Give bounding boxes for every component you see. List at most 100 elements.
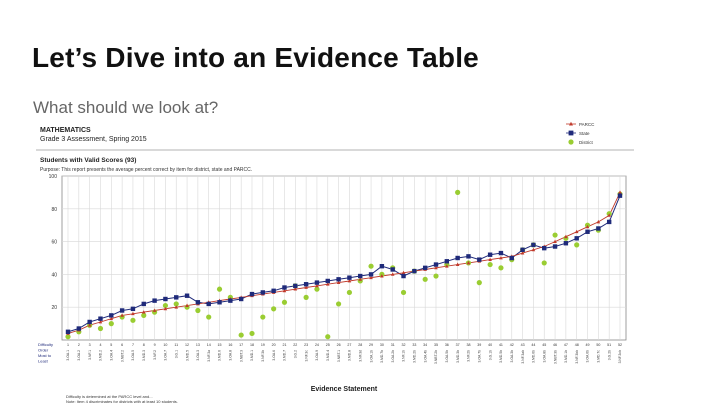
district-point [238, 332, 244, 338]
district-point [422, 276, 428, 282]
state-point [617, 193, 623, 198]
district-point [433, 273, 439, 279]
category-label: 3.OA.9 [315, 350, 319, 361]
category-label: 3.MD.3 [142, 350, 146, 361]
x-tick-label: 50 [596, 343, 600, 347]
state-point [152, 298, 157, 303]
district-point [574, 242, 580, 248]
category-label: 3.MD.5b [499, 350, 503, 363]
category-label: 3.MD.3b [456, 350, 460, 363]
x-tick-label: 48 [575, 343, 579, 347]
parcc-point [141, 310, 146, 314]
category-label: 3.NF.3c [304, 350, 308, 362]
parcc-point [98, 319, 103, 324]
state-point [228, 298, 233, 303]
district-point [130, 317, 136, 323]
state-point [520, 247, 525, 252]
parcc-point [325, 282, 330, 286]
state-point [574, 236, 579, 241]
state-point [455, 255, 460, 261]
x-tick-label: 32 [402, 343, 406, 347]
parcc-point [488, 257, 492, 262]
state-point [293, 283, 298, 289]
series-lines [67, 192, 621, 334]
district-point [357, 278, 363, 284]
parcc-point [618, 190, 622, 194]
parcc-point [531, 247, 536, 252]
category-label: 3.OA.1b [369, 350, 373, 363]
slide-title: Let’s Dive into an Evidence Table [32, 42, 479, 73]
chart-title: Students with Valid Scores (93) [40, 157, 136, 164]
chart-purpose: Purpose: This report presents the averag… [40, 167, 252, 173]
state-point [238, 296, 244, 302]
y-tick-label: 20 [51, 305, 57, 311]
parcc-point [336, 280, 341, 284]
x-tick-label: 19 [261, 343, 265, 347]
district-point [65, 334, 71, 340]
parcc-point [152, 308, 157, 312]
parcc-point [380, 274, 384, 278]
category-label: 3.MD.8 [348, 350, 352, 361]
category-label: 3.MD.1b [564, 350, 568, 363]
district-point [108, 321, 114, 327]
x-tick-label: 35 [434, 343, 438, 347]
footnote-2: Note: Item 4 discriminates for districts… [66, 399, 178, 404]
parcc-point [185, 303, 189, 307]
parcc-point [466, 260, 471, 265]
x-tick-label: 51 [607, 343, 611, 347]
category-label: 3.NF.1 [88, 350, 92, 360]
category-label: 3.OA.2b [391, 350, 395, 363]
category-label: 3.OA.4b [423, 350, 427, 363]
district-point [563, 235, 569, 241]
x-tick-label: 18 [250, 343, 254, 347]
district-point [249, 330, 255, 337]
district-point [541, 260, 547, 266]
district-point [346, 289, 353, 296]
x-tick-label: 31 [391, 343, 395, 347]
state-point [141, 301, 146, 307]
district-point [141, 312, 147, 318]
state-point [412, 268, 417, 274]
x-axis-label: Evidence Statement [311, 386, 378, 393]
category-label: 3.MD.7 [283, 350, 287, 361]
y-tick-label: 60 [51, 240, 57, 246]
parcc-line [67, 192, 621, 334]
x-tick-label: 45 [542, 343, 546, 347]
y-tick-label: 80 [51, 207, 57, 213]
district-point [162, 302, 169, 309]
parcc-point [369, 275, 373, 280]
category-label: 3.NF.3bb [575, 350, 579, 364]
x-tick-label: 22 [293, 343, 297, 347]
category-labels: 3.OA.1 3.OA.2 3.NF.1 3.MD.2 3.OA.4 3.NBT.2 3.O… [66, 350, 622, 364]
x-tick-label: 33 [412, 343, 416, 347]
state-point [314, 280, 320, 285]
district-points [65, 189, 623, 340]
state-point [596, 226, 601, 231]
state-point [498, 250, 504, 256]
state-point [531, 242, 536, 248]
state-point [563, 241, 569, 246]
parcc-point [120, 313, 124, 317]
y-tick-label: 40 [51, 272, 57, 278]
district-point [487, 261, 493, 268]
category-label: 3.MD.2b [413, 350, 417, 363]
x-tick-label: 4 [99, 343, 101, 347]
grid-lines [62, 175, 626, 340]
category-label: 3.MD.5 [185, 350, 189, 361]
parcc-point [304, 285, 308, 289]
category-label: 3.OA.7b [477, 350, 481, 363]
evidence-table-chart: MATHEMATICS Grade 3 Assessment, Spring 2… [36, 118, 634, 405]
category-label: 3.NF.3ab [521, 350, 525, 364]
parcc-point [109, 316, 114, 321]
state-point [303, 282, 309, 287]
state-point [606, 219, 612, 225]
state-point [282, 285, 287, 290]
parcc-point [564, 234, 568, 239]
x-tick-label: 43 [521, 343, 525, 347]
category-label: 3.OA.5b [445, 350, 449, 363]
x-tick-label: 25 [326, 343, 330, 347]
category-label: 3.NBT.3b [553, 350, 557, 364]
category-label: 3.MD.6b [532, 350, 536, 363]
category-label: 3.NF.2b [467, 350, 471, 362]
x-tick-label: 20 [272, 343, 276, 347]
